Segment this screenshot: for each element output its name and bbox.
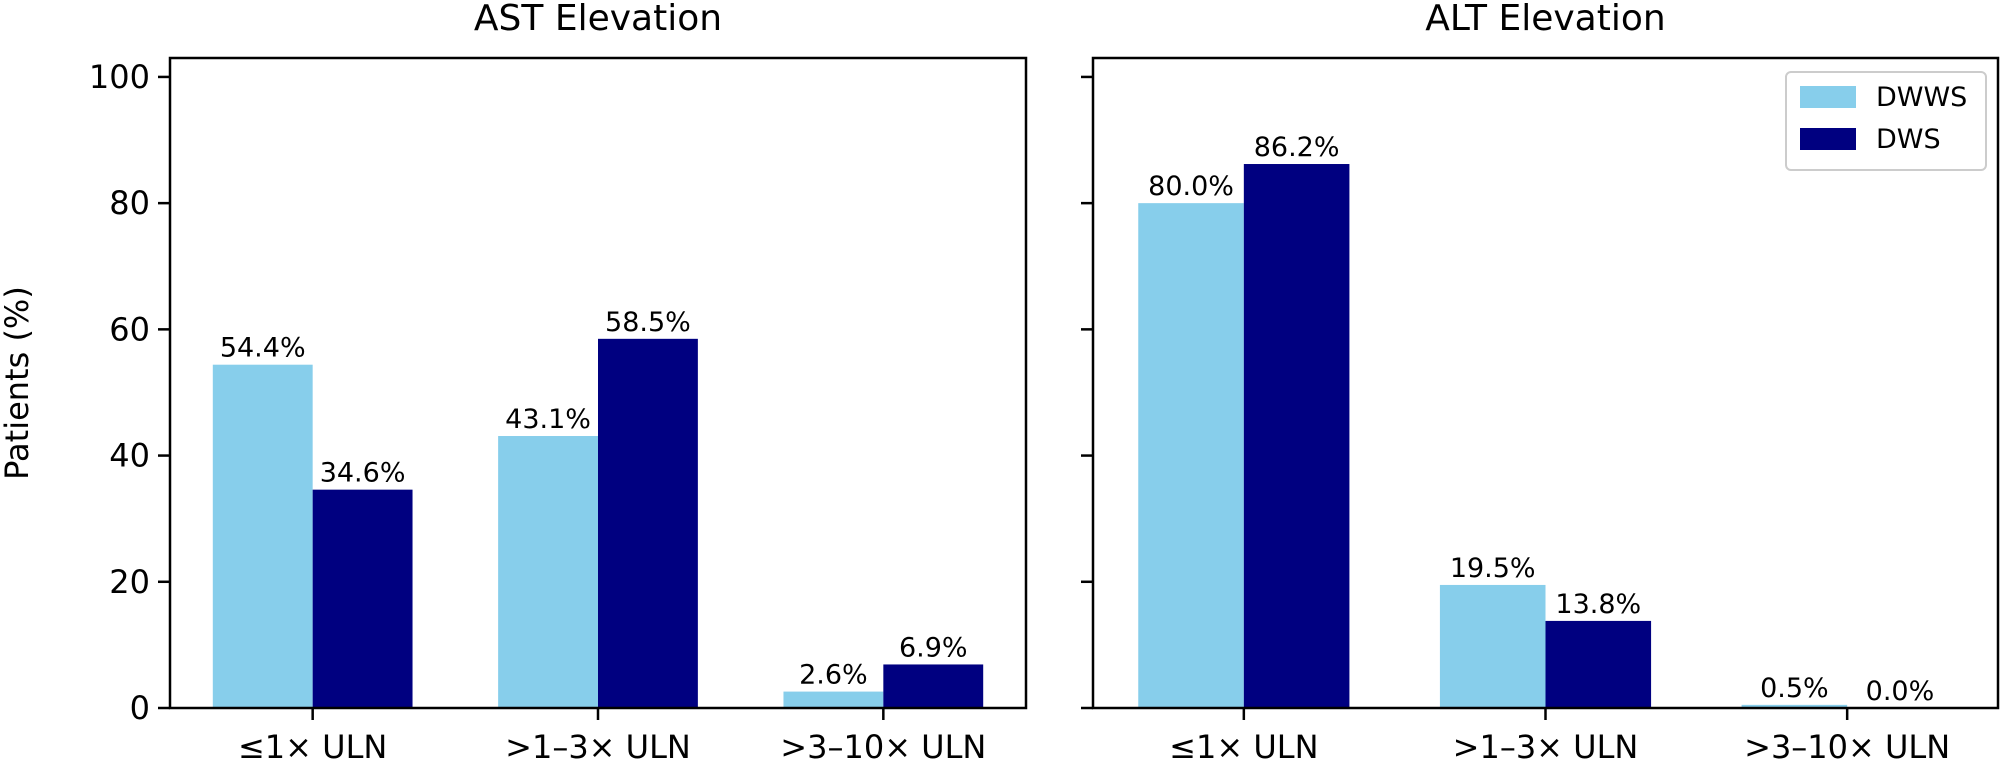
bar-dwws-2 <box>1741 704 1848 708</box>
panel-1-x-tick-label-1: >1–3× ULN <box>1453 728 1639 766</box>
data-label-dws-0: 86.2% <box>1254 132 1340 163</box>
bar-dws-2 <box>883 664 984 708</box>
data-label-dwws-1: 43.1% <box>505 404 591 435</box>
bar-dws-1 <box>1545 620 1652 708</box>
data-label-dwws-2: 2.6% <box>799 660 868 691</box>
bar-dws-0 <box>312 489 413 708</box>
bar-dwws-1 <box>1439 584 1546 708</box>
panel-0-x-tick-label-0: ≤1× ULN <box>238 728 387 766</box>
bar-dws-0 <box>1243 164 1350 709</box>
bar-dws-1 <box>598 338 698 708</box>
data-label-dwws-1: 19.5% <box>1450 553 1536 584</box>
panel-1-x-tick-label-2: >3–10× ULN <box>1744 728 1950 766</box>
y-tick-label-20: 20 <box>109 563 150 601</box>
data-label-dws-1: 13.8% <box>1555 589 1641 620</box>
y-tick-label-80: 80 <box>109 184 150 222</box>
y-tick-label-40: 40 <box>109 437 150 475</box>
panel-1-x-tick-label-0: ≤1× ULN <box>1169 728 1318 766</box>
data-label-dwws-0: 80.0% <box>1148 171 1234 202</box>
legend-swatch-dws <box>1800 128 1856 150</box>
y-tick-label-0: 0 <box>130 689 150 727</box>
y-tick-label-100: 100 <box>89 58 150 96</box>
data-label-dwws-2: 0.5% <box>1760 673 1829 704</box>
legend-label-dws: DWS <box>1876 124 1941 155</box>
data-label-dwws-0: 54.4% <box>220 333 306 364</box>
data-label-dws-2: 6.9% <box>899 632 968 663</box>
panel-0-x-tick-label-2: >3–10× ULN <box>780 728 986 766</box>
data-label-dws-2: 0.0% <box>1866 676 1935 707</box>
bar-dwws-0 <box>212 364 313 708</box>
y-axis-label: Patients (%) <box>0 286 36 480</box>
panel-0-x-tick-label-1: >1–3× ULN <box>505 728 691 766</box>
panel-1-title: ALT Elevation <box>1425 0 1665 39</box>
panel-0-title: AST Elevation <box>474 0 722 39</box>
legend-swatch-dwws <box>1800 86 1856 108</box>
bar-dwws-1 <box>498 436 598 708</box>
bar-dwws-2 <box>783 691 884 708</box>
data-label-dws-0: 34.6% <box>320 458 406 489</box>
legend-label-dwws: DWWS <box>1876 82 1967 113</box>
y-tick-label-60: 60 <box>109 310 150 348</box>
bar-dwws-0 <box>1138 203 1244 708</box>
data-label-dws-1: 58.5% <box>605 307 691 338</box>
